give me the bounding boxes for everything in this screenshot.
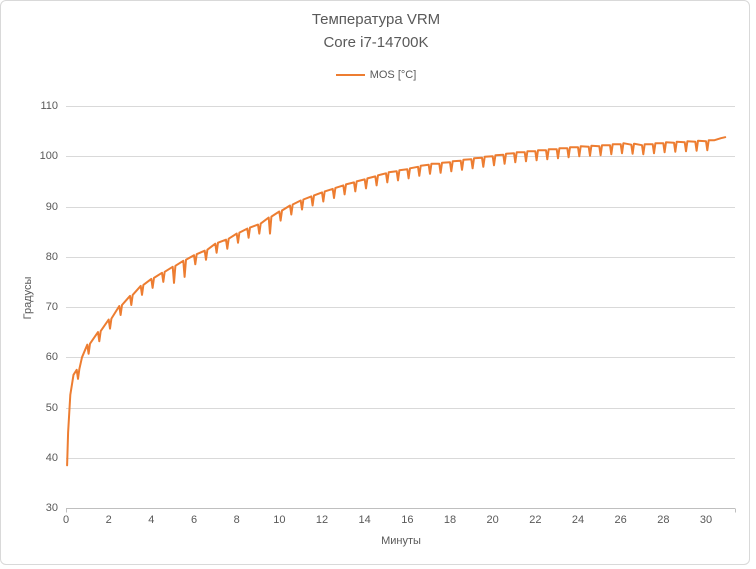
x-tick-label: 2: [105, 514, 112, 526]
y-tick-label: 90: [45, 200, 58, 213]
x-tick-label: 10: [273, 514, 286, 526]
legend-label: MOS [°C]: [369, 69, 417, 81]
y-tick-label: 100: [39, 150, 58, 163]
x-tick-label: 0: [62, 514, 70, 526]
y-tick-label: 50: [45, 401, 58, 414]
y-tick-label: 30: [45, 502, 58, 514]
x-tick-label: 26: [614, 514, 627, 526]
chart-title-line2: Core i7-14700K: [323, 34, 429, 51]
legend-line-swatch: [335, 74, 365, 76]
legend: MOS [°C]: [1, 67, 751, 83]
y-tick-label: 40: [45, 451, 58, 464]
x-axis-title: Минуты: [381, 535, 421, 547]
y-tick-label: 60: [45, 351, 58, 364]
x-tick-label: 14: [358, 514, 371, 526]
x-tick-label: 24: [571, 514, 585, 526]
y-tick-label: 70: [45, 301, 58, 313]
y-axis-title: Градусы: [22, 276, 34, 320]
x-tick-label: 22: [529, 514, 542, 526]
x-tick-label: 28: [657, 514, 670, 526]
chart-title-line1: Температура VRM: [311, 11, 441, 28]
chart-title: Температура VRM Core i7-14700K: [1, 8, 751, 54]
x-tick-label: 4: [148, 514, 155, 526]
x-tick-label: 8: [233, 514, 240, 526]
x-tick-label: 18: [443, 514, 457, 526]
x-tick-label: 16: [401, 514, 414, 526]
x-tick-label: 30: [699, 514, 713, 526]
x-tick-label: 12: [315, 514, 329, 526]
x-tick-label: 20: [486, 514, 499, 526]
y-tick-label: 110: [40, 100, 58, 112]
x-tick-label: 6: [190, 514, 198, 526]
y-tick-label: 80: [45, 250, 58, 263]
